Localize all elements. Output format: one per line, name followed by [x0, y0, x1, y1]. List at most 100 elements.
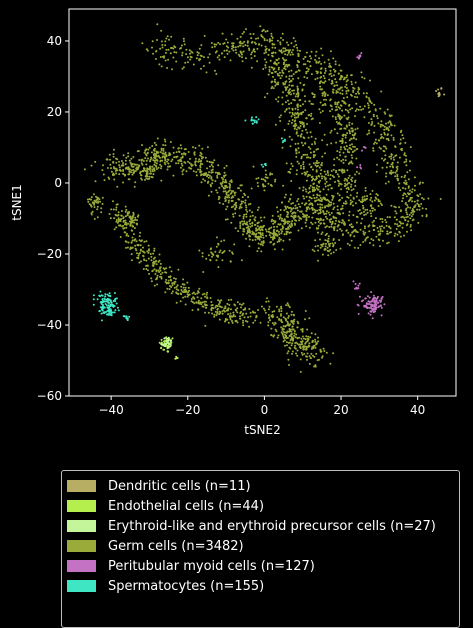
scatter-point — [253, 121, 256, 124]
scatter-point — [274, 51, 277, 54]
scatter-point — [309, 184, 312, 187]
scatter-point — [324, 182, 327, 185]
scatter-point — [172, 151, 175, 154]
scatter-point — [312, 178, 314, 181]
scatter-point — [371, 300, 374, 303]
scatter-point — [252, 311, 255, 314]
scatter-point — [160, 29, 163, 32]
scatter-point — [345, 117, 348, 120]
scatter-point — [437, 95, 440, 98]
scatter-point — [282, 239, 285, 242]
scatter-point — [268, 70, 271, 73]
scatter-point — [333, 206, 336, 209]
scatter-point — [305, 206, 308, 209]
scatter-point — [232, 42, 235, 45]
scatter-point — [112, 208, 115, 211]
scatter-point — [244, 204, 247, 207]
scatter-point — [279, 238, 282, 241]
scatter-point — [339, 92, 342, 95]
scatter-point — [372, 304, 375, 307]
scatter-point — [275, 62, 278, 65]
scatter-point — [245, 215, 248, 218]
scatter-point — [277, 68, 280, 71]
scatter-point — [367, 300, 370, 303]
scatter-point — [285, 207, 287, 210]
scatter-point — [195, 57, 198, 60]
scatter-point — [282, 50, 285, 53]
scatter-point — [146, 250, 149, 253]
scatter-point — [169, 52, 172, 55]
scatter-point — [262, 68, 265, 70]
scatter-point — [153, 256, 156, 259]
scatter-point — [296, 200, 299, 203]
scatter-point — [354, 184, 357, 187]
scatter-point — [360, 211, 363, 214]
scatter-point — [334, 118, 337, 121]
scatter-point — [309, 203, 311, 206]
scatter-point — [116, 169, 119, 172]
scatter-point — [315, 165, 318, 168]
scatter-point — [297, 134, 300, 137]
scatter-point — [242, 200, 245, 203]
scatter-point — [124, 210, 127, 213]
scatter-point — [288, 207, 290, 209]
scatter-point — [301, 129, 304, 132]
scatter-point — [321, 81, 324, 84]
scatter-point — [310, 112, 313, 115]
scatter-point — [317, 259, 319, 262]
scatter-point — [163, 157, 166, 159]
scatter-point — [138, 235, 141, 238]
scatter-point — [284, 49, 287, 52]
scatter-point — [268, 68, 271, 71]
scatter-point — [335, 105, 338, 108]
scatter-point — [299, 347, 302, 350]
scatter-point — [304, 153, 306, 156]
scatter-point — [310, 352, 313, 355]
scatter-point — [241, 314, 244, 317]
scatter-point — [367, 122, 370, 124]
scatter-point — [268, 317, 271, 320]
scatter-point — [115, 220, 118, 223]
scatter-point — [193, 153, 196, 156]
scatter-point — [233, 192, 236, 194]
scatter-point — [185, 53, 188, 56]
scatter-point — [358, 92, 360, 95]
scatter-point — [289, 210, 292, 213]
scatter-point — [345, 76, 348, 79]
scatter-point — [145, 259, 148, 262]
scatter-point — [321, 203, 323, 206]
scatter-point — [320, 76, 323, 78]
scatter-point — [303, 197, 306, 200]
scatter-point — [373, 301, 376, 304]
scatter-point — [167, 345, 170, 348]
scatter-point — [102, 305, 104, 308]
scatter-point — [318, 108, 321, 111]
scatter-point — [298, 162, 300, 165]
y-tick-label: −20 — [37, 247, 62, 261]
scatter-point — [329, 362, 332, 365]
scatter-point — [400, 175, 403, 178]
scatter-point — [344, 184, 347, 187]
scatter-point — [263, 216, 266, 219]
scatter-point — [324, 177, 327, 180]
scatter-point — [341, 93, 344, 95]
scatter-point — [339, 87, 342, 90]
scatter-point — [283, 129, 286, 131]
scatter-point — [286, 324, 289, 326]
scatter-point — [338, 64, 341, 67]
scatter-point — [250, 41, 253, 44]
scatter-point — [232, 215, 235, 218]
scatter-point — [167, 340, 169, 343]
scatter-point — [179, 300, 182, 303]
scatter-point — [160, 276, 163, 278]
scatter-point — [348, 124, 351, 127]
scatter-point — [318, 175, 321, 178]
scatter-point — [159, 269, 162, 272]
scatter-point — [348, 174, 351, 177]
scatter-point — [308, 190, 311, 193]
scatter-point — [217, 299, 220, 302]
scatter-point — [343, 76, 346, 79]
scatter-point — [156, 276, 159, 279]
scatter-point — [170, 160, 173, 163]
